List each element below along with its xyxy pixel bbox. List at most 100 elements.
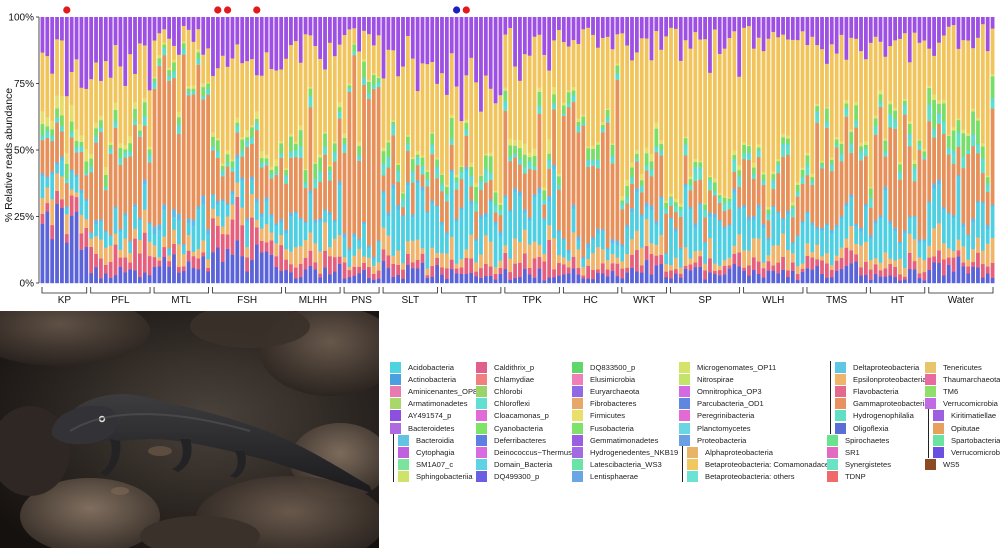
bar-segment <box>708 72 712 176</box>
bar-segment <box>951 271 956 284</box>
bar-segment <box>215 203 220 217</box>
bar-segment <box>206 82 210 84</box>
bar-segment <box>820 17 824 50</box>
bar-segment <box>610 49 615 144</box>
bar-segment <box>167 69 172 77</box>
bar-segment <box>600 263 605 274</box>
bar-segment <box>878 41 883 91</box>
bar-segment <box>849 194 854 198</box>
bar-segment <box>215 216 220 226</box>
bar-segment <box>250 140 254 144</box>
bar-segment <box>751 175 756 179</box>
bar-segment <box>698 17 703 40</box>
bar-segment <box>444 17 449 95</box>
legend-swatch <box>572 458 583 470</box>
bar-segment <box>69 131 74 135</box>
bar-segment <box>980 23 985 144</box>
bar-segment <box>425 211 430 213</box>
bar-segment <box>868 17 873 43</box>
bar-segment <box>810 224 815 253</box>
bar-segment <box>961 227 966 247</box>
bar-segment <box>152 85 157 89</box>
bar-segment <box>795 39 800 183</box>
bar-segment <box>381 151 386 164</box>
bar-segment <box>878 218 883 263</box>
bar-segment <box>800 271 805 284</box>
bar-segment <box>167 248 172 251</box>
bar-segment <box>425 181 430 187</box>
bar-segment <box>508 211 513 259</box>
bar-segment <box>576 249 581 269</box>
bar-segment <box>586 146 591 149</box>
bar-segment <box>430 133 435 145</box>
bar-segment <box>951 17 956 26</box>
bar-segment <box>966 150 971 155</box>
bar-segment <box>488 172 493 176</box>
bar-segment <box>449 114 454 119</box>
bar-segment <box>508 159 513 162</box>
bar-segment <box>878 215 883 219</box>
bar-segment <box>863 241 868 262</box>
bar-segment <box>118 231 123 250</box>
bar-segment <box>673 273 678 284</box>
bar-segment <box>649 169 654 172</box>
bar-segment <box>854 105 859 121</box>
bar-segment <box>298 130 303 147</box>
bar-segment <box>274 266 279 284</box>
bar-segment <box>376 76 381 78</box>
group-label: MLHH <box>299 295 327 306</box>
legend-swatch <box>679 374 690 386</box>
bar-segment <box>634 149 639 154</box>
bar-segment <box>191 85 196 89</box>
bar-segment <box>737 252 742 267</box>
bar-segment <box>829 157 834 160</box>
bar-segment <box>328 171 332 176</box>
bar-segment <box>269 169 274 175</box>
bar-segment <box>449 169 454 173</box>
group-bracket <box>41 287 88 294</box>
bar-segment <box>917 145 922 150</box>
bar-segment <box>103 273 108 284</box>
bar-segment <box>381 249 386 262</box>
bar-segment <box>191 41 196 86</box>
bar-segment <box>980 158 985 162</box>
bar-segment <box>211 146 215 149</box>
bar-segment <box>800 263 805 269</box>
bar-segment <box>181 244 186 247</box>
bar-segment <box>766 261 771 271</box>
bar-segment <box>259 228 264 241</box>
bar-segment <box>259 213 264 217</box>
bar-segment <box>128 252 133 263</box>
bar-segment <box>669 193 673 197</box>
bar-segment <box>693 172 698 182</box>
bar-segment <box>698 256 703 267</box>
bar-segment <box>498 260 503 269</box>
bar-segment <box>152 266 157 284</box>
bar-segment <box>84 246 89 284</box>
bar-segment <box>60 128 64 132</box>
bar-segment <box>401 207 405 216</box>
bar-segment <box>868 200 873 208</box>
bar-segment <box>362 84 366 223</box>
bar-segment <box>683 39 688 137</box>
bar-segment <box>756 37 761 145</box>
bar-segment <box>600 229 605 232</box>
bar-segment <box>771 245 776 266</box>
bar-segment <box>786 270 790 278</box>
bar-segment <box>454 181 459 184</box>
bar-segment <box>980 161 985 174</box>
bar-segment <box>659 196 664 199</box>
bar-segment <box>503 105 508 111</box>
bar-segment <box>518 80 522 140</box>
bar-segment <box>654 30 659 123</box>
legend-label: Bacteroidia <box>416 435 454 445</box>
bar-segment <box>220 176 225 200</box>
bar-segment <box>786 143 790 147</box>
bar-segment <box>849 145 854 154</box>
bar-segment <box>634 153 639 159</box>
bar-segment <box>742 270 746 284</box>
bar-segment <box>298 217 303 220</box>
bar-segment <box>557 254 561 264</box>
legend-label: Cytophagia <box>416 447 455 457</box>
bar-segment <box>620 247 625 262</box>
